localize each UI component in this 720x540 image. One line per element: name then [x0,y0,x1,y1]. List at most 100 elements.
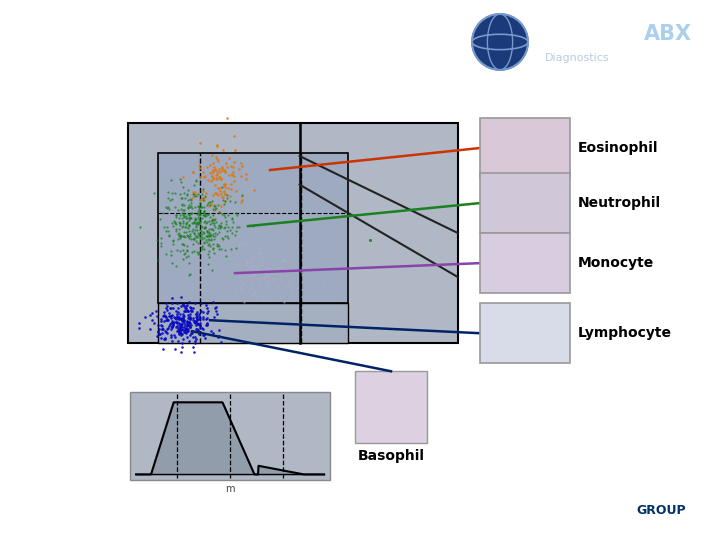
Point [180,326,192,335]
Point [163,323,174,332]
Point [246,273,258,281]
Point [177,206,189,214]
Text: Double DIFF Matrix: Double DIFF Matrix [215,30,361,45]
Point [194,164,205,172]
Point [225,185,236,193]
Point [168,217,180,226]
Point [169,203,181,212]
Point [204,198,215,207]
Point [189,203,201,212]
Point [211,230,222,238]
Point [226,171,238,180]
Point [189,317,200,326]
Point [194,226,205,235]
Point [251,266,262,275]
Point [185,234,197,243]
Point [201,227,212,236]
Point [159,334,171,342]
Point [188,234,199,243]
Point [215,175,227,184]
Point [223,265,235,274]
Point [227,229,238,238]
Point [179,210,190,218]
Point [178,173,189,181]
Point [210,171,222,180]
Point [212,183,223,192]
Point [245,285,256,294]
Point [185,214,197,222]
Point [176,208,188,217]
Point [172,336,184,345]
Point [197,323,208,332]
Point [156,317,167,326]
Point [206,172,217,180]
Point [176,329,187,338]
Point [271,245,282,253]
Point [171,298,183,307]
Point [166,333,177,342]
Point [235,239,247,247]
Point [182,232,194,240]
Point [231,211,243,219]
Point [170,220,181,228]
Point [166,259,178,268]
Point [185,313,197,322]
Point [171,327,183,336]
Point [248,269,260,278]
Point [230,227,242,235]
Point [248,267,260,276]
Point [241,258,253,267]
Point [172,314,184,322]
Point [218,188,230,197]
Point [184,213,196,222]
Point [180,194,192,202]
Point [184,221,195,230]
Point [208,218,220,227]
Point [199,331,210,340]
Point [161,203,172,212]
Point [172,323,184,332]
Point [183,320,194,329]
Point [217,193,228,201]
Point [183,211,194,219]
Point [194,199,206,208]
Point [174,326,186,335]
Point [179,307,191,315]
Point [207,232,219,240]
Point [193,230,204,239]
Point [166,321,177,330]
Point [176,316,188,325]
Point [227,167,238,176]
Point [192,220,204,228]
Point [199,209,211,218]
Point [214,224,225,232]
Point [201,300,212,309]
Point [246,268,257,276]
Point [246,254,258,263]
Point [184,232,196,241]
Point [230,198,241,206]
Point [225,245,237,253]
Point [202,234,214,243]
Point [184,315,196,323]
Point [210,203,221,212]
Point [230,208,241,217]
Point [158,308,169,316]
Point [204,231,216,240]
Point [210,228,221,237]
Point [207,174,219,183]
Point [204,232,215,240]
Point [166,251,177,259]
Point [184,302,196,311]
Point [186,209,198,218]
Point [213,326,225,334]
Point [144,310,156,319]
Point [186,306,197,314]
Point [246,276,257,285]
Point [190,192,202,200]
Point [184,214,196,222]
Point [163,232,174,240]
Point [184,271,195,279]
Point [197,242,208,251]
Point [177,335,189,343]
